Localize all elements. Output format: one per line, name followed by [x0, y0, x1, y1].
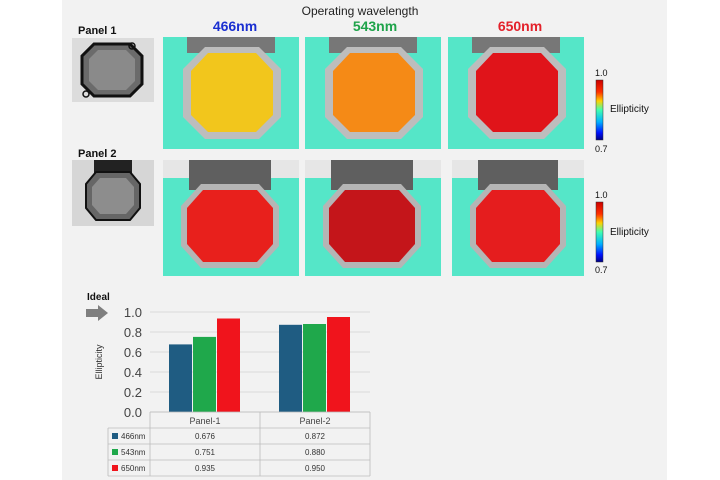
panel-1-label: Panel 1	[78, 25, 117, 37]
panel-1-map-466	[163, 37, 299, 149]
panel-2-map-543	[305, 160, 441, 276]
colorbar-panel-2	[595, 201, 604, 263]
legend-series-name: 543nm	[121, 448, 146, 457]
figure-title: Operating wavelength	[301, 4, 419, 18]
panel-1-tile-466	[163, 37, 299, 149]
colorbar-2-name: Ellipticity	[610, 227, 649, 238]
bar	[279, 324, 302, 412]
bar	[217, 318, 240, 412]
y-tick-label: 0.8	[124, 325, 142, 340]
panel-2-map-466	[163, 160, 299, 276]
data-value-label: 0.935	[195, 464, 216, 473]
panel-2-tile-466	[163, 160, 299, 276]
panel-1-map-543	[305, 37, 441, 149]
bar	[327, 317, 350, 412]
data-value-label: 0.950	[305, 464, 326, 473]
category-label: Panel-2	[299, 416, 330, 426]
panel-1-photo-image	[72, 38, 154, 102]
ideal-label: Ideal	[87, 292, 110, 303]
ideal-arrow-icon	[86, 305, 108, 321]
panel-2-label: Panel 2	[78, 148, 117, 160]
y-tick-label: 1.0	[124, 305, 142, 320]
panel-1-tile-650	[448, 37, 584, 149]
colorbar-gradient	[595, 79, 604, 141]
y-tick-label: 0.4	[124, 365, 142, 380]
category-label: Panel-1	[189, 416, 220, 426]
colorbar-1-name: Ellipticity	[610, 104, 649, 115]
legend-swatch	[112, 465, 118, 471]
ellipticity-bar-chart: 0.0 0.2 0.4 0.6 0.8 1.0 Ellipticity Panel-1 Pane…	[94, 305, 371, 477]
y-axis-label: Ellipticity	[94, 344, 104, 380]
wavelength-label-466: 466nm	[212, 18, 258, 34]
data-value-label: 0.751	[195, 448, 216, 457]
wavelength-label-543: 543nm	[352, 18, 398, 34]
legend-swatch	[112, 449, 118, 455]
panel-1-map-650	[448, 37, 584, 149]
y-tick-label: 0.0	[124, 405, 142, 420]
colorbar-2-max: 1.0	[595, 190, 608, 200]
data-value-label: 0.880	[305, 448, 326, 457]
panel-2-tile-543	[305, 160, 441, 276]
colorbar-2-min: 0.7	[595, 265, 608, 275]
panel-2-photo-image	[72, 160, 154, 226]
bar	[303, 324, 326, 412]
panel-2-map-650	[452, 160, 584, 276]
colorbar-1-min: 0.7	[595, 144, 608, 154]
panel-2-tile-650	[452, 160, 584, 276]
data-value-label: 0.676	[195, 432, 216, 441]
legend-series-name: 466nm	[121, 432, 146, 441]
y-tick-label: 0.6	[124, 345, 142, 360]
wavelength-label-650: 650nm	[497, 18, 543, 34]
colorbar-panel-1	[595, 79, 604, 141]
bar	[193, 336, 216, 412]
legend-swatch	[112, 433, 118, 439]
y-tick-label: 0.2	[124, 385, 142, 400]
bar	[169, 344, 192, 412]
legend-series-name: 650nm	[121, 464, 146, 473]
colorbar-1-max: 1.0	[595, 68, 608, 78]
panel-1-photo	[72, 38, 154, 102]
colorbar-gradient	[595, 201, 604, 263]
data-value-label: 0.872	[305, 432, 326, 441]
panel-1-tile-543	[305, 37, 441, 149]
panel-2-photo	[72, 160, 154, 226]
